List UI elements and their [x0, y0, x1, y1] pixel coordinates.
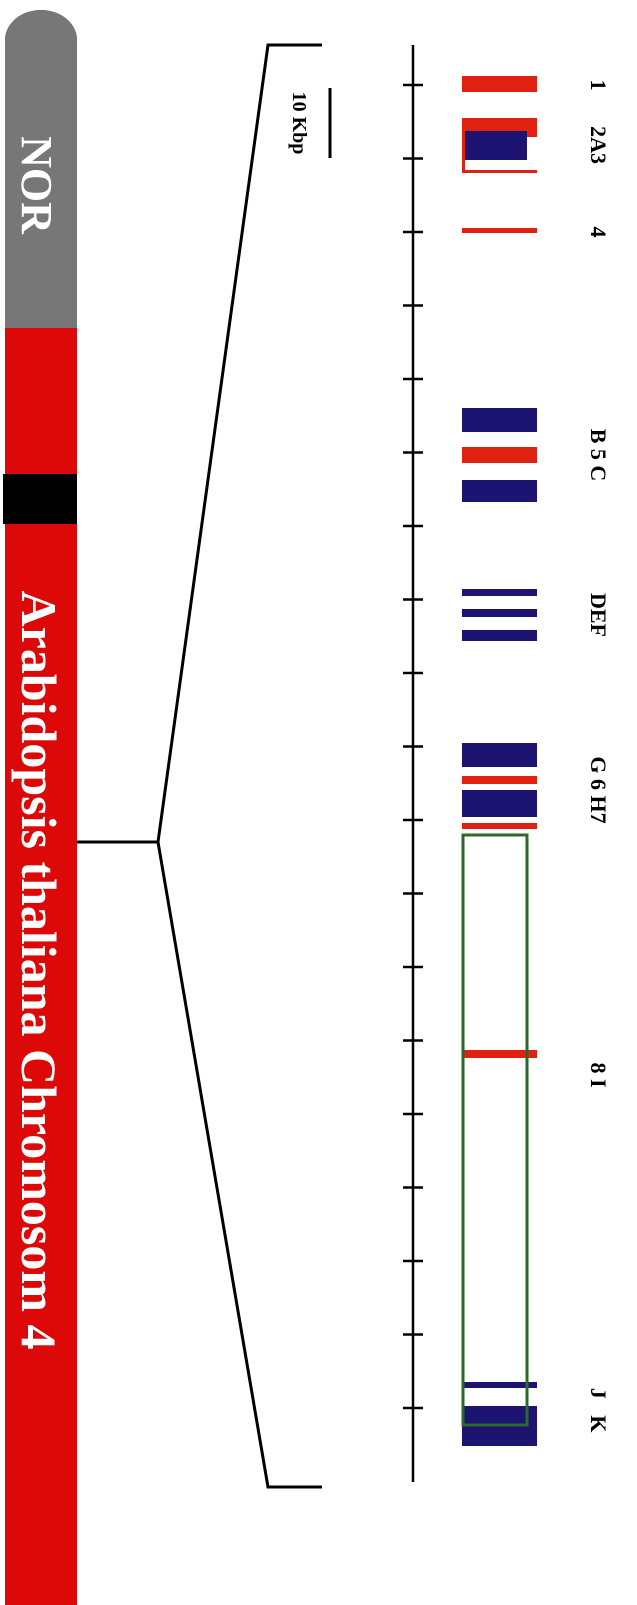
- bracket-bottom: [158, 842, 322, 1487]
- gene-label: 8 I: [586, 1062, 611, 1087]
- gene-label: 4: [586, 227, 611, 238]
- genes: [462, 76, 537, 1446]
- centromere: [3, 474, 77, 524]
- gene-label: DEF: [586, 593, 611, 637]
- gene: [462, 589, 537, 596]
- gene: [462, 118, 465, 173]
- gene-label: 2A3: [586, 126, 611, 164]
- gene: [462, 131, 527, 160]
- gene: [462, 823, 537, 829]
- gene: [462, 776, 537, 784]
- diagram: NOR Arabidopsis thaliana Chromosom 4 10 …: [0, 0, 637, 1605]
- scale-label: 10 Kbp: [288, 92, 310, 155]
- gene: [462, 790, 537, 817]
- region-box: [463, 835, 527, 1425]
- gene: [462, 170, 537, 173]
- gene: [462, 480, 537, 502]
- gene: [462, 76, 537, 92]
- chromosome: NOR Arabidopsis thaliana Chromosom 4: [3, 10, 77, 1605]
- nor-label: NOR: [12, 136, 61, 235]
- chromosome-title: Arabidopsis thaliana Chromosom 4: [11, 591, 67, 1350]
- bracket-top: [77, 45, 322, 842]
- gene-label: B 5 C: [586, 429, 611, 482]
- gene: [462, 743, 537, 767]
- gene: [462, 609, 537, 617]
- gene-label: J K: [586, 1388, 611, 1433]
- gene-labels: 1 2A3 4 B 5 C DEF G 6 H7 8 I J K: [586, 80, 611, 1433]
- gene: [462, 228, 537, 233]
- gene: [462, 408, 537, 432]
- gene: [462, 447, 537, 463]
- axis: [403, 45, 423, 1482]
- gene-label: G 6 H7: [586, 756, 611, 823]
- gene-label: 1: [586, 80, 611, 91]
- zoom-bracket: [77, 45, 322, 1487]
- gene: [462, 630, 537, 641]
